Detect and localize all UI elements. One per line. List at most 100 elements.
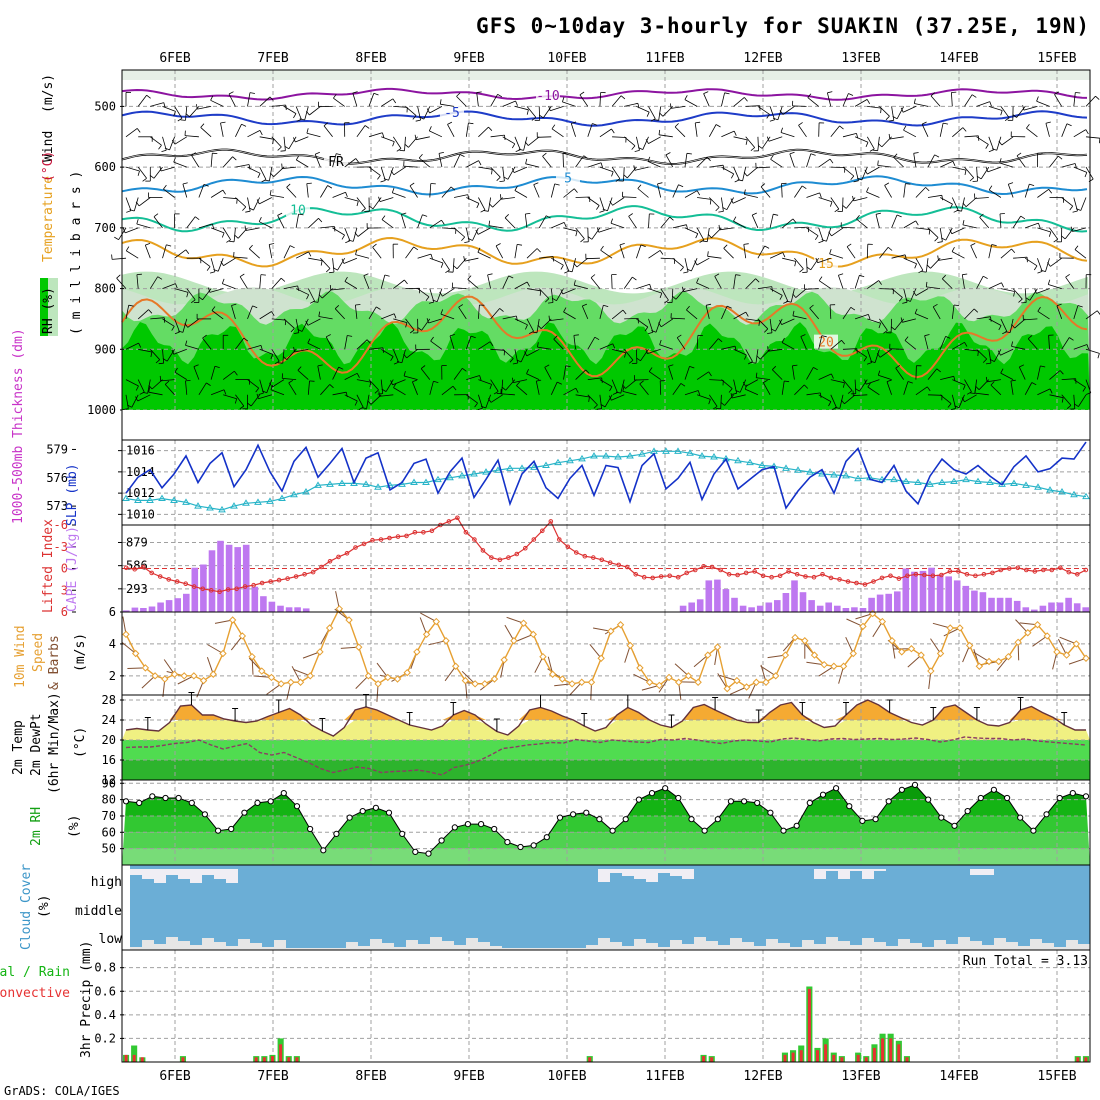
wind-barb-flag bbox=[624, 352, 627, 358]
rh-point bbox=[727, 798, 735, 805]
y-tick-label: 0.4 bbox=[94, 1008, 116, 1022]
wind-barb-flag bbox=[769, 119, 775, 122]
wind-barb-flag bbox=[270, 384, 274, 390]
lifted-index-point bbox=[879, 575, 885, 581]
wind-speed-point bbox=[655, 681, 664, 690]
thickness-point bbox=[1070, 490, 1078, 498]
wind-barb bbox=[660, 216, 671, 229]
wind-speed-point bbox=[500, 656, 508, 664]
cloud-low-bar bbox=[622, 946, 634, 950]
thickness-point bbox=[830, 470, 838, 478]
wind-barb bbox=[1013, 256, 1028, 259]
wind-barb bbox=[927, 154, 935, 168]
wind-barb bbox=[612, 197, 625, 206]
wind-barb-flag bbox=[679, 266, 684, 272]
lifted-index-point bbox=[472, 537, 477, 542]
wind-barb-flag bbox=[611, 128, 615, 134]
wind-barb-flag bbox=[211, 306, 216, 311]
wind-barb-flag bbox=[206, 266, 211, 271]
wind-barb bbox=[490, 94, 498, 107]
wind-barb-flag bbox=[518, 148, 524, 151]
wind-barb bbox=[1061, 163, 1076, 168]
wind-speed-point bbox=[975, 662, 984, 670]
wind-barb-flag bbox=[737, 179, 743, 182]
cloud-low-bar bbox=[946, 944, 958, 950]
wind-barb bbox=[639, 383, 649, 396]
wind-barb bbox=[1061, 337, 1070, 350]
wind-barb bbox=[818, 197, 833, 203]
wind-speed-point bbox=[539, 652, 547, 661]
wind-barb bbox=[913, 153, 917, 168]
wind-barb bbox=[810, 257, 820, 271]
top-date-label: 9FEB bbox=[453, 51, 484, 66]
wind-barb bbox=[965, 197, 977, 208]
wind-speed-point bbox=[442, 637, 450, 645]
wind-barb-flag bbox=[270, 172, 274, 177]
wind-barb bbox=[233, 256, 248, 259]
thickness-point bbox=[506, 464, 514, 471]
cloud-low-bar bbox=[298, 948, 310, 950]
wind-barb bbox=[723, 248, 734, 259]
wind-barb-flag bbox=[368, 205, 374, 210]
wind-barb bbox=[344, 158, 357, 168]
wind-barb-flag bbox=[329, 285, 332, 291]
wind-barb bbox=[893, 157, 904, 168]
wind-barb bbox=[628, 216, 637, 229]
wind-barb-flag bbox=[877, 160, 879, 166]
wind-barb bbox=[671, 106, 686, 109]
wind-barb-flag bbox=[504, 214, 509, 219]
wind-barb bbox=[599, 394, 602, 409]
wind-barb-flag bbox=[664, 299, 669, 304]
wind-barb-flag bbox=[185, 340, 188, 346]
wind-barb bbox=[1073, 394, 1076, 409]
cloud-low-bar bbox=[910, 943, 922, 950]
wind-barb bbox=[417, 214, 423, 229]
wind-barb bbox=[429, 219, 442, 229]
wind-barb-flag bbox=[194, 216, 200, 221]
wind-barb bbox=[846, 246, 856, 259]
wind-barb bbox=[182, 183, 188, 198]
thickness-point bbox=[590, 452, 598, 459]
wind-barb-flag bbox=[659, 112, 664, 117]
wind-barb-flag bbox=[372, 243, 377, 248]
wind-barb-flag bbox=[447, 121, 453, 125]
wind-barb bbox=[987, 379, 1001, 383]
wind10m-unit: (m/s) bbox=[73, 633, 88, 672]
thickness-point bbox=[782, 464, 790, 471]
wind-barb bbox=[268, 244, 273, 259]
wind-barb-flag bbox=[864, 169, 868, 175]
wind-barb bbox=[903, 183, 906, 198]
wind-barb-10m bbox=[943, 627, 961, 637]
rh-point bbox=[385, 809, 393, 816]
wind-barb bbox=[210, 189, 224, 198]
wind-barb-flag bbox=[773, 213, 779, 216]
wind-barb bbox=[441, 385, 454, 396]
cape-bar bbox=[894, 591, 901, 612]
thickness-point bbox=[146, 496, 154, 503]
lifted-index-point bbox=[828, 575, 834, 581]
lifted-index-point bbox=[1049, 567, 1055, 573]
wind-speed-point bbox=[704, 651, 712, 659]
wind-barb-10m bbox=[177, 675, 195, 685]
wind-barb bbox=[684, 227, 698, 234]
wind-barb-flag bbox=[998, 140, 1003, 146]
wind-barb-flag bbox=[515, 100, 518, 106]
wind-barb-flag bbox=[1029, 183, 1035, 186]
cape-bar bbox=[1073, 603, 1081, 612]
wind-barb-flag bbox=[1027, 335, 1033, 340]
wind-barb-flag bbox=[1084, 172, 1088, 178]
wind-speed-point bbox=[713, 643, 722, 651]
thickness-point bbox=[350, 479, 358, 486]
wind-speed-point bbox=[1062, 651, 1071, 659]
wind-barb-10m bbox=[420, 612, 437, 623]
wind-barb bbox=[964, 135, 979, 138]
wind-barb-flag bbox=[866, 99, 871, 104]
wind-barb bbox=[744, 388, 759, 396]
cape-bar bbox=[148, 606, 156, 612]
wind-barb-flag bbox=[976, 175, 982, 180]
lifted-index-point bbox=[956, 569, 961, 574]
wind-barb-flag bbox=[1057, 155, 1063, 160]
wind-barb bbox=[976, 136, 989, 145]
wind-barb-flag bbox=[315, 151, 320, 155]
wind-barb bbox=[412, 381, 418, 395]
